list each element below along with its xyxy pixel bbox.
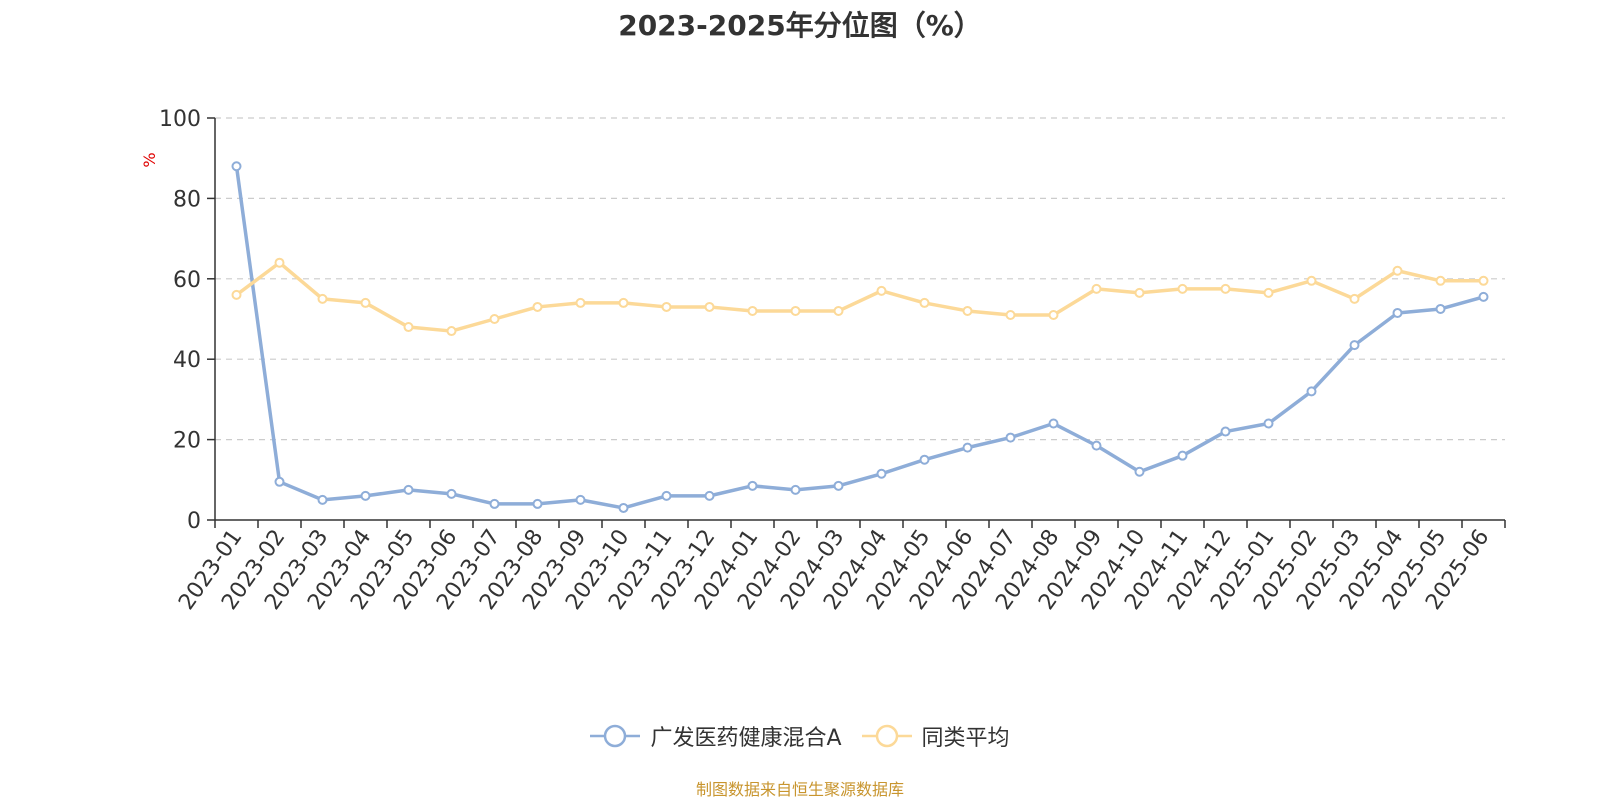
data-point bbox=[704, 490, 715, 501]
legend-label: 广发医药健康混合A bbox=[650, 726, 842, 751]
source-note: 制图数据来自恒生聚源数据库 bbox=[695, 780, 904, 799]
data-point bbox=[876, 468, 887, 479]
legend-item-1[interactable]: 广发医药健康混合A bbox=[590, 720, 842, 752]
data-point bbox=[833, 480, 844, 491]
data-point bbox=[618, 297, 629, 308]
y-tick-label: 80 bbox=[173, 187, 201, 212]
data-point bbox=[1263, 287, 1274, 298]
data-point bbox=[704, 301, 715, 312]
y-tick-label: 20 bbox=[173, 429, 201, 454]
data-point bbox=[231, 161, 242, 172]
data-point bbox=[1478, 275, 1489, 286]
y-axis-label: % bbox=[140, 152, 159, 167]
data-point bbox=[1048, 418, 1059, 429]
grid-lines bbox=[215, 117, 1505, 441]
data-point bbox=[489, 498, 500, 509]
data-point bbox=[360, 490, 371, 501]
y-tick-label: 0 bbox=[187, 509, 201, 534]
data-point bbox=[1134, 287, 1145, 298]
data-point bbox=[833, 305, 844, 316]
legend-marker bbox=[875, 724, 898, 748]
data-point bbox=[1392, 307, 1403, 318]
data-point bbox=[1091, 283, 1102, 294]
data-point bbox=[1349, 340, 1360, 351]
data-point bbox=[1134, 466, 1145, 477]
data-point bbox=[1478, 291, 1489, 302]
legend-marker bbox=[604, 724, 627, 748]
data-point bbox=[1048, 309, 1059, 320]
data-point bbox=[876, 285, 887, 296]
data-point bbox=[1306, 275, 1317, 286]
data-point bbox=[1392, 265, 1403, 276]
series-line bbox=[235, 260, 1484, 333]
data-point bbox=[1306, 386, 1317, 397]
axes: 0204060801002023-012023-022023-032023-04… bbox=[159, 107, 1506, 615]
legend-label: 同类平均 bbox=[921, 726, 1010, 751]
data-point bbox=[1220, 426, 1231, 437]
data-point bbox=[446, 326, 457, 337]
data-point bbox=[747, 305, 758, 316]
y-tick-label: 100 bbox=[159, 107, 201, 132]
series-2 bbox=[231, 257, 1489, 337]
data-point bbox=[231, 289, 242, 300]
chart-title: 2023-2025年分位图（%） bbox=[618, 9, 982, 42]
data-point bbox=[661, 490, 672, 501]
data-point bbox=[1435, 275, 1446, 286]
data-point bbox=[962, 305, 973, 316]
data-point bbox=[790, 484, 801, 495]
data-point bbox=[575, 297, 586, 308]
data-point bbox=[1091, 440, 1102, 451]
data-point bbox=[618, 502, 629, 513]
series-1 bbox=[231, 161, 1489, 513]
y-tick-label: 40 bbox=[173, 348, 201, 373]
legend: 广发医药健康混合A 同类平均 bbox=[0, 720, 1600, 752]
data-point bbox=[1177, 450, 1188, 461]
data-point bbox=[1435, 303, 1446, 314]
data-point bbox=[532, 301, 543, 312]
data-point bbox=[575, 494, 586, 505]
data-point bbox=[532, 498, 543, 509]
data-point bbox=[919, 454, 930, 465]
legend-item-2[interactable]: 同类平均 bbox=[861, 720, 1010, 752]
data-point bbox=[360, 297, 371, 308]
data-point bbox=[919, 297, 930, 308]
legend-swatch bbox=[590, 724, 641, 748]
series-lines bbox=[231, 161, 1489, 513]
data-point bbox=[446, 488, 457, 499]
data-point bbox=[317, 494, 328, 505]
data-point bbox=[489, 314, 500, 324]
data-point bbox=[1005, 309, 1016, 320]
data-point bbox=[1349, 293, 1360, 304]
data-point bbox=[403, 322, 414, 333]
data-point bbox=[661, 301, 672, 312]
data-point bbox=[747, 480, 758, 491]
data-point bbox=[1005, 432, 1016, 443]
data-point bbox=[1263, 418, 1274, 429]
data-point bbox=[317, 293, 328, 304]
y-tick-label: 60 bbox=[173, 268, 201, 293]
data-point bbox=[962, 442, 973, 453]
data-point bbox=[1220, 283, 1231, 294]
data-point bbox=[790, 305, 801, 316]
series-line bbox=[234, 166, 1484, 510]
data-point bbox=[274, 476, 285, 487]
data-point bbox=[403, 484, 414, 495]
line-chart: 0204060801002023-012023-022023-032023-04… bbox=[140, 107, 1506, 615]
data-point bbox=[1177, 283, 1188, 294]
legend-swatch bbox=[861, 724, 912, 748]
data-point bbox=[274, 257, 285, 268]
